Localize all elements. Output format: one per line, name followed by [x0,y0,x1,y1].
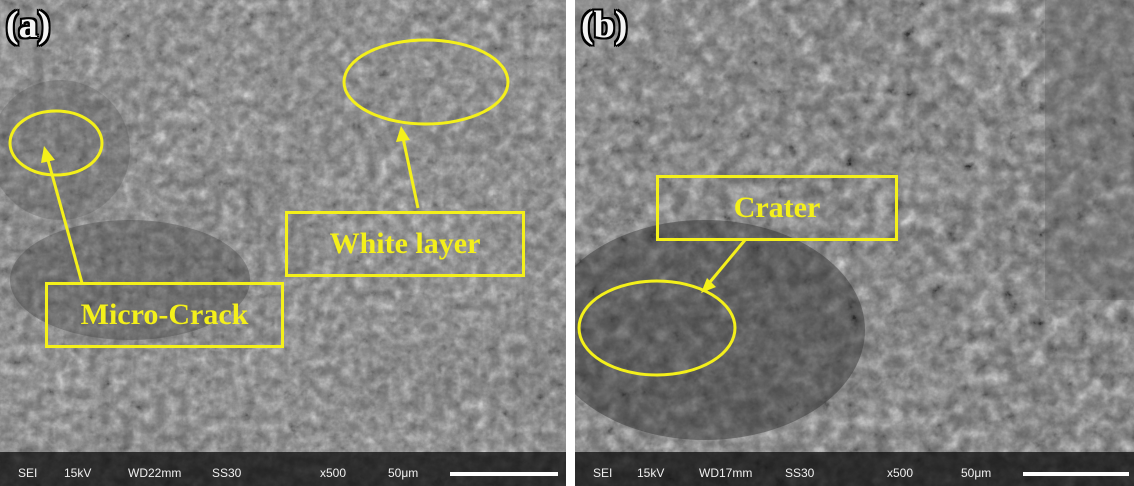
scale-value: 50μm [388,466,419,480]
detector-mode: SEI [593,466,613,480]
scale-bar [450,472,558,476]
scale-bar [1023,472,1129,476]
sem-image-panel-a: (a) White layer Micro-Crack SEI 15kV WD2… [0,0,566,486]
accelerating-voltage: 15kV [64,466,92,480]
accelerating-voltage: 15kV [637,466,665,480]
spot-size: SS30 [785,466,815,480]
working-distance: WD22mm [128,466,182,480]
micro-crack-label: Micro-Crack [45,282,284,348]
panel-label-a: (a) [6,4,51,46]
spot-size: SS30 [212,466,242,480]
sem-image-panel-b: (b) Crater SEI 15kV WD17mm SS30 x500 50μ… [575,0,1134,486]
working-distance: WD17mm [699,466,753,480]
sem-info-bar-b: SEI 15kV WD17mm SS30 x500 50μm [575,452,1134,486]
magnification: x500 [320,466,347,480]
detector-mode: SEI [18,466,38,480]
white-layer-label: White layer [285,211,525,277]
sem-micrograph-b [575,0,1134,486]
panel-label-b: (b) [581,4,628,46]
panel-divider [566,0,575,486]
sem-info-bar-a: SEI 15kV WD22mm SS30 x500 50μm [0,452,566,486]
crater-label: Crater [656,175,898,241]
scale-value: 50μm [961,466,992,480]
magnification: x500 [887,466,914,480]
